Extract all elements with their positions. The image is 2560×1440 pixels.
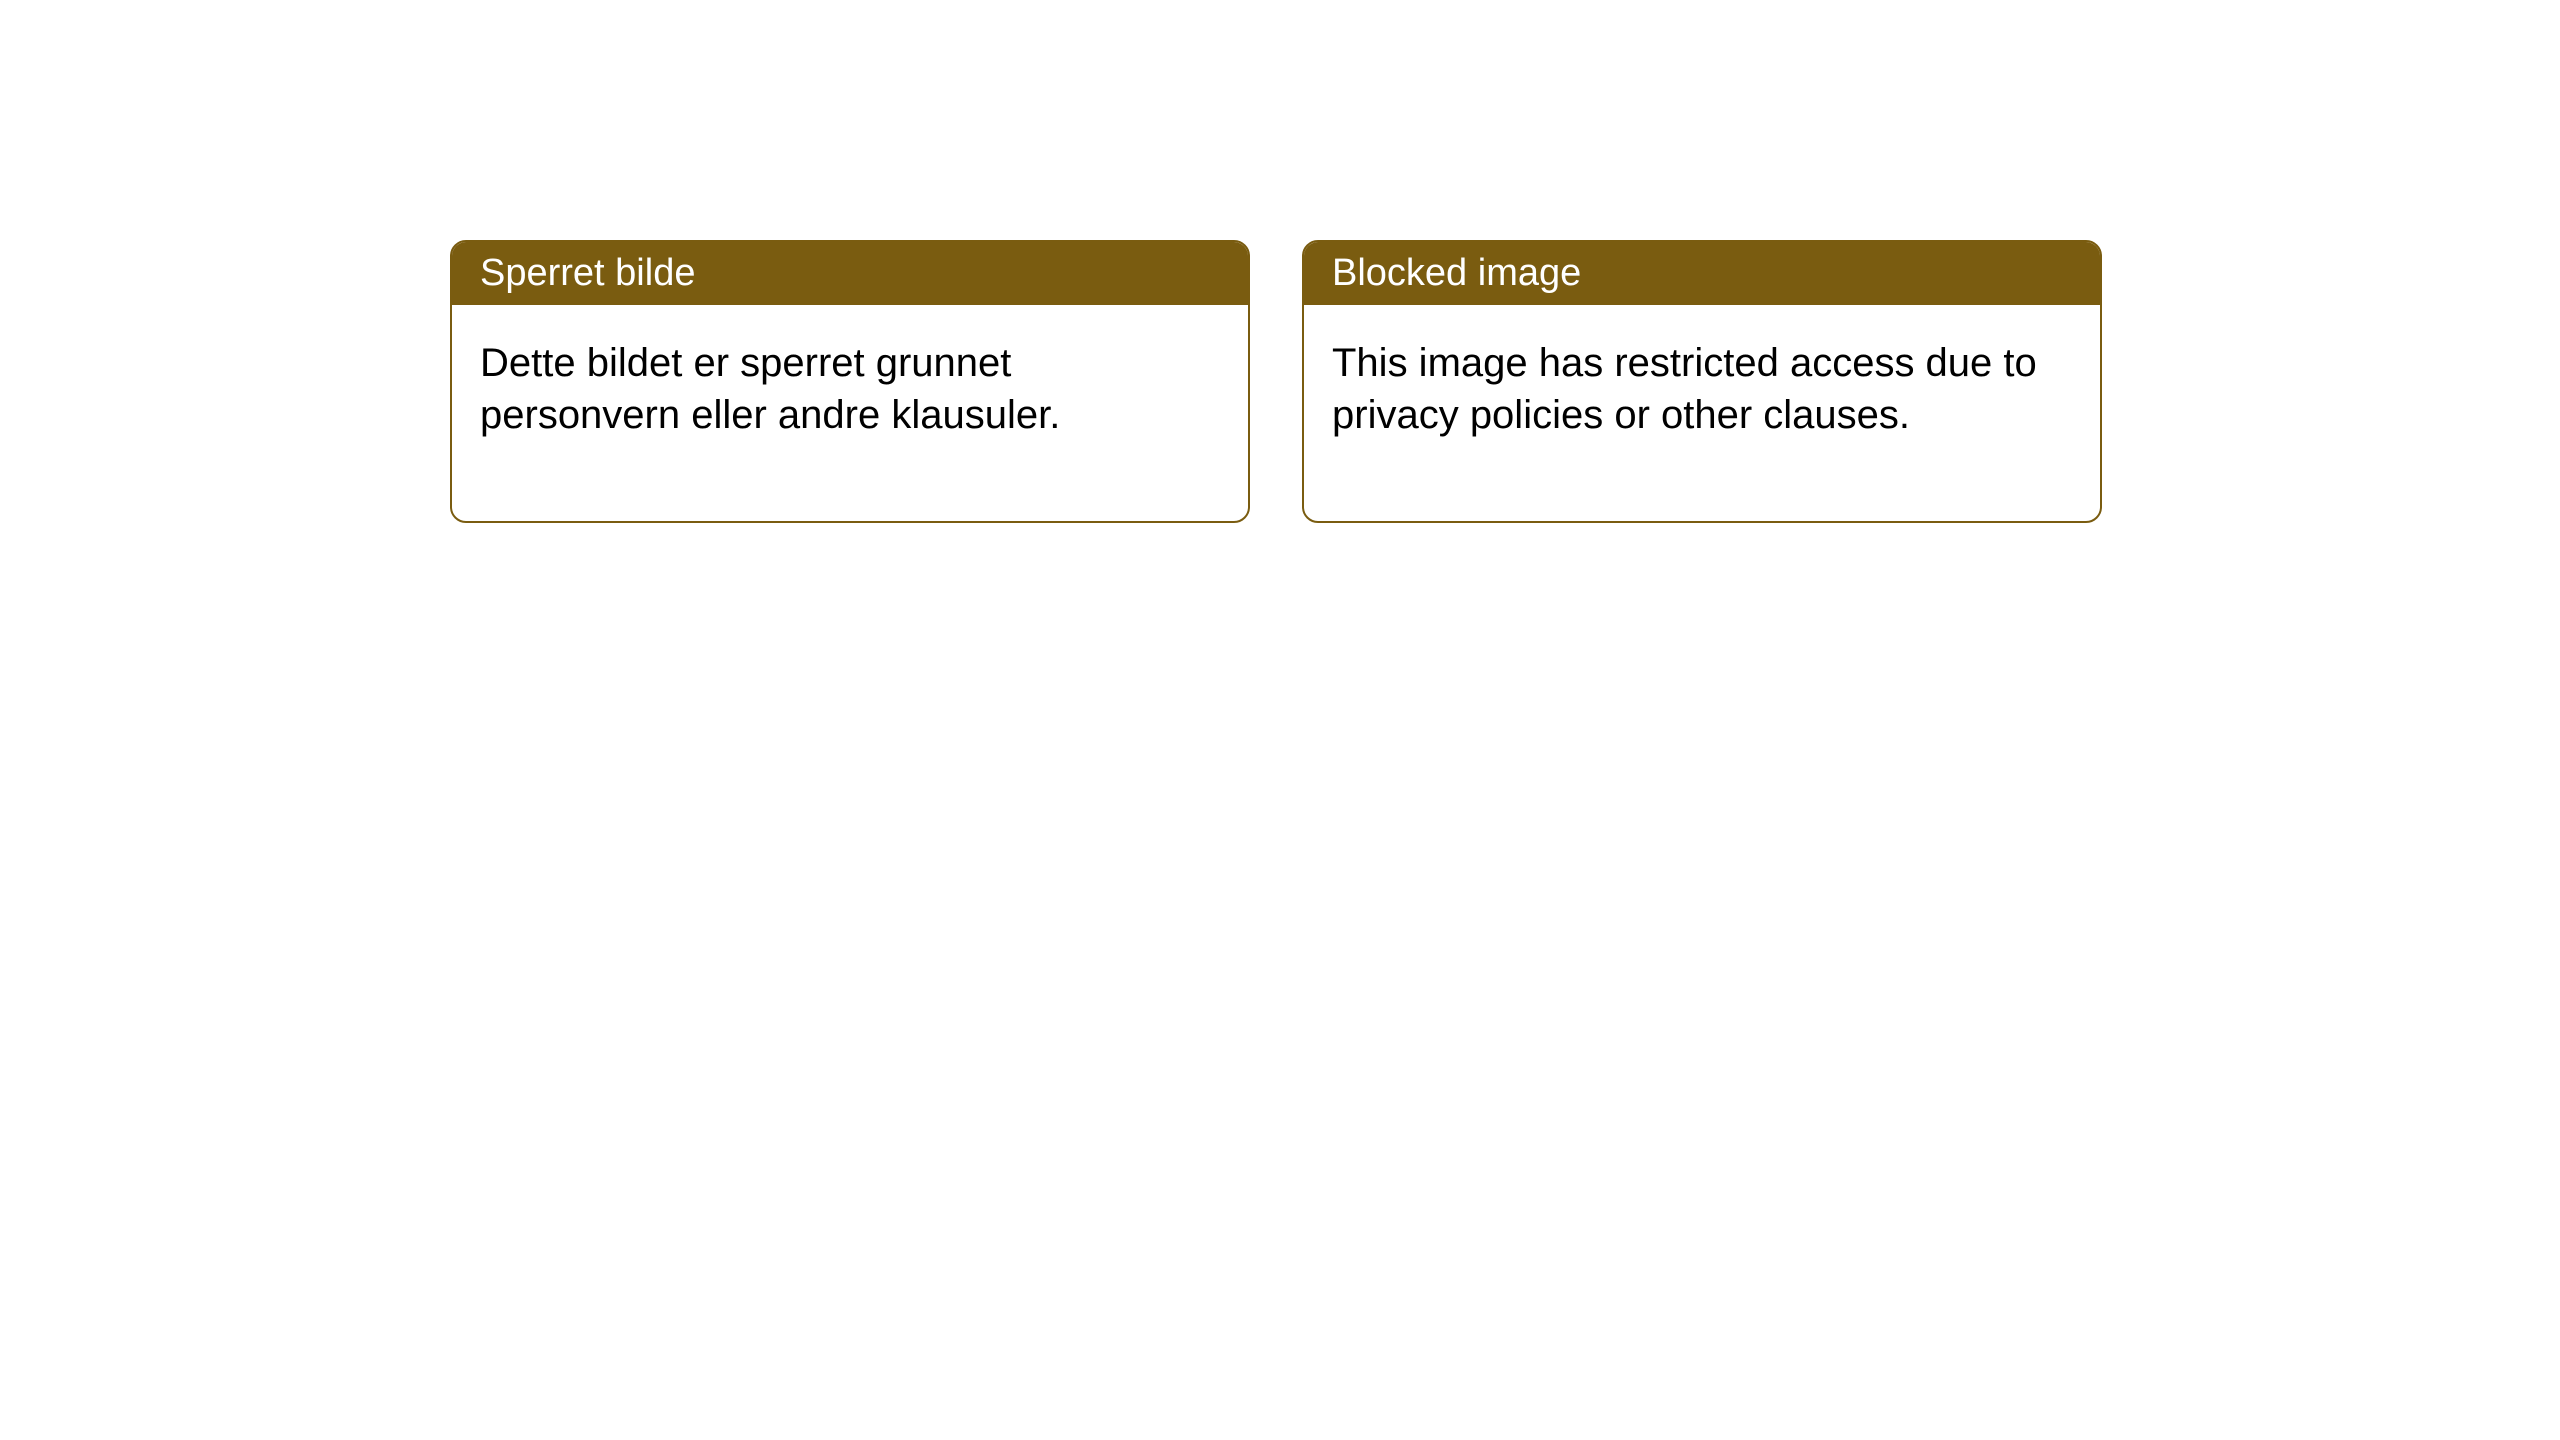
card-header: Blocked image: [1304, 242, 2100, 305]
card-body: This image has restricted access due to …: [1304, 305, 2100, 521]
notice-card-norwegian: Sperret bilde Dette bildet er sperret gr…: [450, 240, 1250, 523]
card-title: Blocked image: [1332, 252, 1581, 294]
card-body: Dette bildet er sperret grunnet personve…: [452, 305, 1248, 521]
notice-container: Sperret bilde Dette bildet er sperret gr…: [450, 240, 2102, 523]
card-header: Sperret bilde: [452, 242, 1248, 305]
card-body-text: This image has restricted access due to …: [1332, 341, 2037, 437]
card-title: Sperret bilde: [480, 252, 695, 294]
card-body-text: Dette bildet er sperret grunnet personve…: [480, 341, 1060, 437]
notice-card-english: Blocked image This image has restricted …: [1302, 240, 2102, 523]
